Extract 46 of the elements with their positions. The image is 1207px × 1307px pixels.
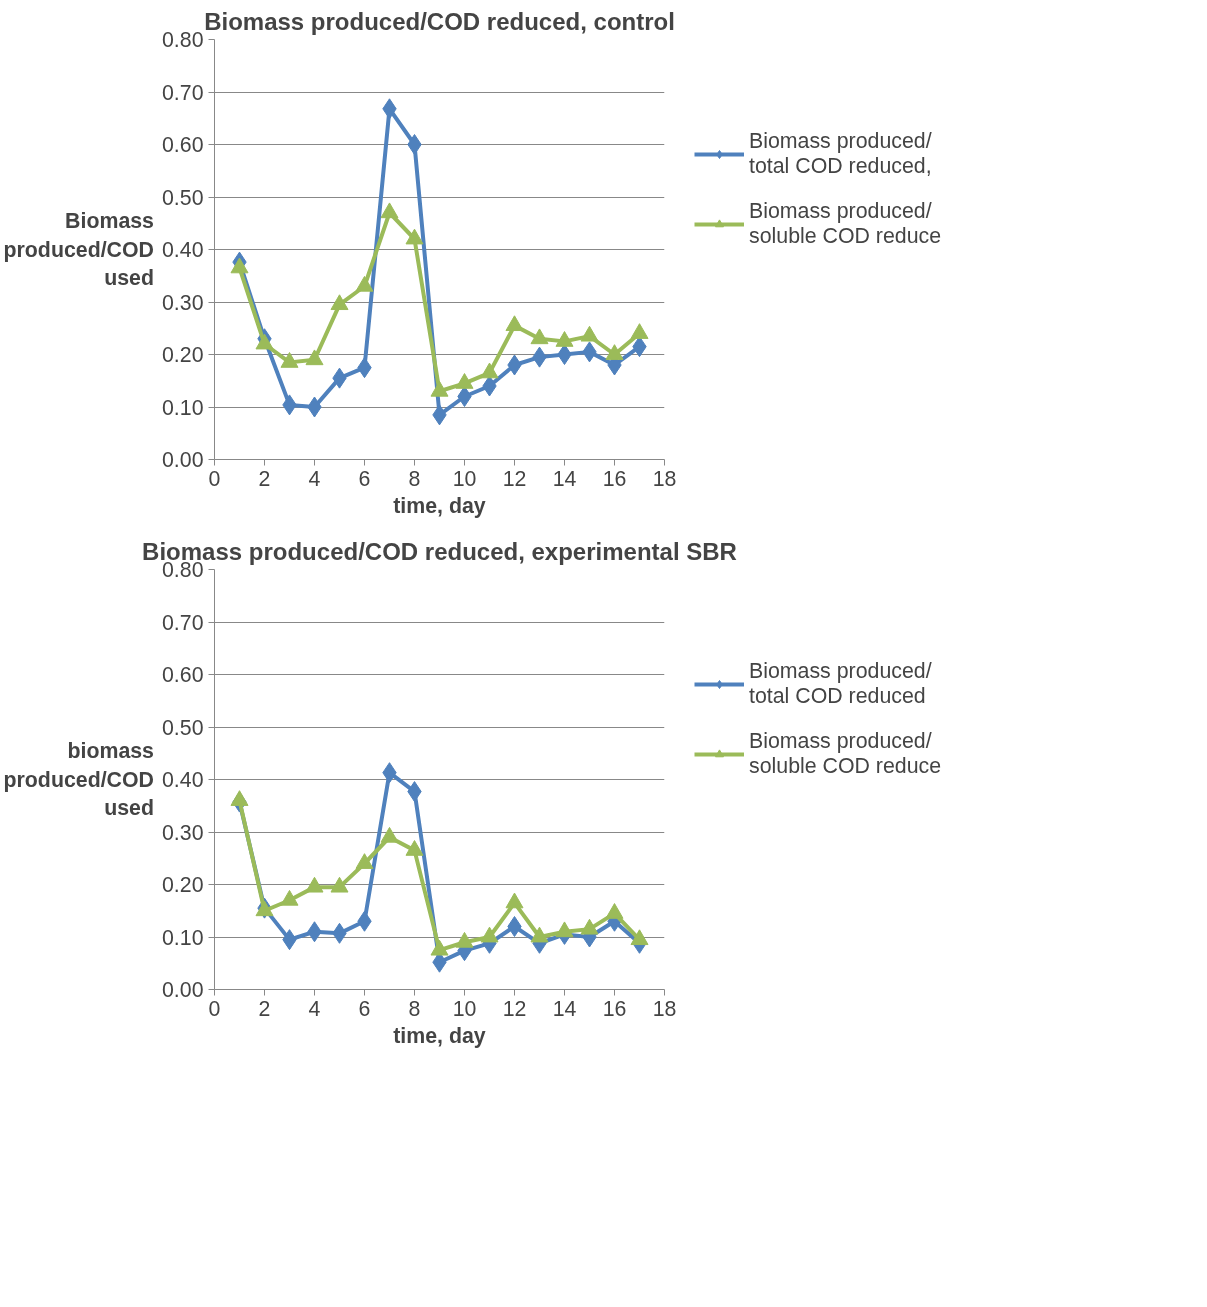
chart-title: Biomass produced/COD reduced, control — [204, 7, 675, 35]
y-tick-label: 0.00 — [161, 978, 204, 1002]
y-tick-label: 0.10 — [161, 925, 204, 950]
y-tick-label: 0.50 — [161, 185, 204, 210]
x-tick-label: 0 — [208, 996, 221, 1021]
x-tick-label: 14 — [552, 996, 577, 1021]
x-tick-label: 2 — [258, 466, 271, 491]
x-tick-label: 18 — [652, 996, 677, 1021]
y-axis-title: biomass produced/COD used — [3, 738, 154, 821]
y-tick-label: 0.60 — [161, 663, 204, 687]
x-axis-title: time, day — [393, 1023, 486, 1048]
y-tick-label: 0.30 — [161, 820, 204, 845]
legend-label: Biomass produced/ soluble COD reduce — [749, 729, 942, 779]
y-tick-label: 0.70 — [161, 80, 204, 105]
x-tick-label: 8 — [408, 996, 421, 1021]
legend-label: Biomass produced/ total COD reduced, — [749, 129, 932, 179]
x-tick-label: 4 — [308, 466, 321, 491]
x-tick-label: 18 — [652, 466, 677, 491]
y-tick-label: 0.00 — [161, 448, 204, 472]
y-tick-label: 0.20 — [161, 873, 204, 897]
y-tick-label: 0.40 — [161, 768, 204, 792]
x-tick-label: 8 — [408, 466, 421, 491]
x-tick-label: 14 — [552, 466, 577, 491]
y-tick-label: 0.20 — [161, 343, 204, 367]
x-axis-title: time, day — [393, 493, 486, 518]
y-tick-label: 0.80 — [161, 28, 204, 52]
x-tick-label: 2 — [258, 996, 271, 1021]
y-tick-label: 0.30 — [161, 290, 204, 315]
x-tick-label: 16 — [602, 466, 627, 491]
y-axis-title: Biomass produced/COD used — [3, 208, 154, 291]
legend-label: Biomass produced/ total COD reduced — [749, 659, 932, 709]
y-tick-label: 0.50 — [161, 715, 204, 740]
x-tick-label: 10 — [452, 466, 477, 491]
x-tick-label: 16 — [602, 996, 627, 1021]
x-tick-label: 0 — [208, 466, 221, 491]
x-tick-label: 12 — [502, 996, 527, 1021]
x-tick-label: 12 — [502, 466, 527, 491]
y-tick-label: 0.70 — [161, 610, 204, 635]
legend-label: Biomass produced/ soluble COD reduce — [749, 199, 942, 249]
x-tick-label: 4 — [308, 996, 321, 1021]
y-tick-label: 0.60 — [161, 133, 204, 157]
y-tick-label: 0.10 — [161, 395, 204, 420]
x-tick-label: 6 — [358, 466, 371, 491]
x-tick-label: 6 — [358, 996, 371, 1021]
x-tick-label: 10 — [452, 996, 477, 1021]
y-tick-label: 0.40 — [161, 238, 204, 262]
